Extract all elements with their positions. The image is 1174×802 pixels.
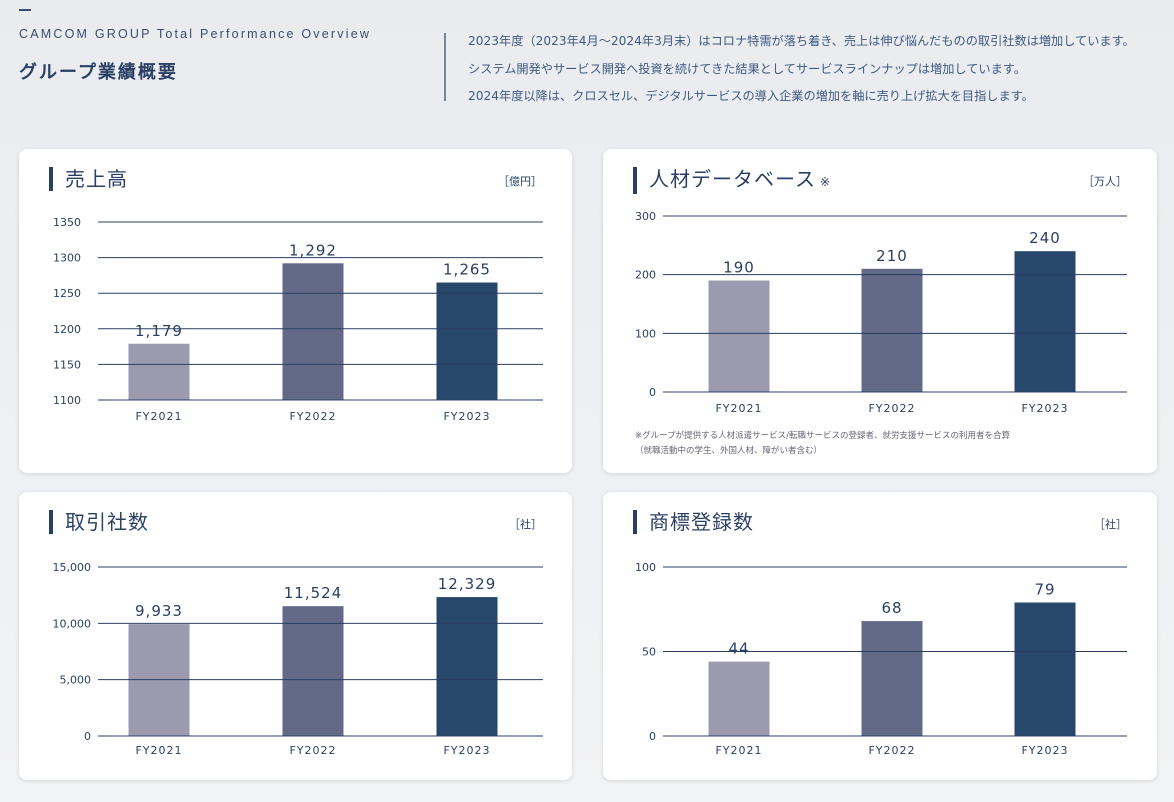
value-label: 79 — [1034, 580, 1055, 598]
bar-fy2022 — [861, 621, 923, 736]
y-tick-label: 1250 — [53, 287, 81, 300]
unit-label: ［社］ — [509, 518, 542, 531]
bar-fy2023 — [436, 597, 498, 736]
card-title-text: 取引社数 — [65, 510, 149, 534]
card-trademarks: 44 FY2021 68 FY2022 79 FY2023 0 50 100 商標登録数 ［社］ — [603, 492, 1157, 780]
value-label: 210 — [876, 247, 908, 265]
bar-fy2023 — [436, 282, 498, 400]
y-tick-label: 10,000 — [53, 617, 92, 630]
x-tick-label: FY2021 — [715, 744, 762, 757]
x-tick-label: FY2021 — [715, 402, 762, 415]
value-label: 9,933 — [135, 602, 183, 620]
page-subtitle: CAMCOM GROUP Total Performance Overview — [19, 27, 372, 41]
footnote-line: （就職活動中の学生、外国人材、障がい者含む） — [635, 446, 823, 456]
unit-label: ［万人］ — [1083, 175, 1127, 188]
y-tick-label: 100 — [635, 561, 656, 574]
value-label: 68 — [881, 599, 902, 617]
x-tick-label: FY2022 — [289, 744, 336, 757]
y-tick-label: 0 — [649, 730, 656, 743]
card-title: 人材データベース ※ — [633, 167, 831, 194]
x-tick-label: FY2022 — [868, 744, 915, 757]
accent-dash — [19, 9, 31, 11]
card-title-text: 商標登録数 — [649, 510, 754, 534]
card-talent-database: 190 FY2021 210 FY2022 240 FY2023 0 100 200 300 人材… — [603, 149, 1157, 473]
y-tick-label: 50 — [642, 646, 656, 659]
card-clients: 9,933 FY2021 11,524 FY2022 12,329 FY2023 0 5,00… — [19, 492, 572, 780]
value-label: 1,179 — [135, 322, 183, 340]
y-tick-label: 15,000 — [53, 561, 92, 574]
value-label: 44 — [728, 640, 749, 658]
page-title: グループ業績概要 — [19, 62, 178, 83]
y-tick-label: 1300 — [53, 252, 81, 265]
intro-line: システム開発やサービス開発へ投資を続けてきた結果としてサービスラインナップは増加… — [468, 61, 1026, 76]
unit-label: ［社］ — [1094, 518, 1127, 531]
title-note-mark: ※ — [820, 175, 832, 189]
card-title: 商標登録数 — [633, 510, 754, 534]
bar-fy2021 — [708, 661, 770, 736]
x-tick-label: FY2021 — [135, 410, 182, 423]
bar-fy2022 — [861, 268, 923, 392]
card-title-text: 人材データベース — [649, 167, 816, 191]
y-tick-label: 1200 — [53, 323, 81, 336]
y-tick-label: 200 — [635, 269, 656, 282]
value-label: 1,292 — [289, 241, 337, 259]
x-tick-label: FY2023 — [443, 744, 490, 757]
y-tick-label: 1100 — [53, 394, 81, 407]
value-label: 12,329 — [438, 575, 497, 593]
value-label: 1,265 — [443, 261, 491, 279]
bar-fy2023 — [1014, 251, 1076, 392]
card-title: 売上高 — [49, 167, 128, 191]
y-tick-label: 1350 — [53, 216, 81, 229]
y-tick-label: 0 — [649, 386, 656, 399]
x-tick-label: FY2021 — [135, 744, 182, 757]
bar-fy2023 — [1014, 602, 1076, 736]
y-tick-label: 100 — [635, 327, 656, 340]
divider — [444, 33, 446, 101]
footnote-line: ※グループが提供する人材派遣サービス/転職サービスの登録者、就労支援サービスの利… — [635, 431, 1010, 441]
card-title: 取引社数 — [49, 510, 149, 534]
bar-fy2022 — [282, 606, 344, 736]
y-tick-label: 5,000 — [60, 674, 92, 687]
value-label: 240 — [1029, 229, 1061, 247]
x-tick-label: FY2023 — [1021, 744, 1068, 757]
footnote: ※グループが提供する人材派遣サービス/転職サービスの登録者、就労支援サービスの利… — [635, 429, 1010, 459]
value-label: 11,524 — [284, 584, 343, 602]
y-tick-label: 300 — [635, 210, 656, 223]
card-sales: 1,179 FY2021 1,292 FY2022 1,265 FY2023 1100 115… — [19, 149, 572, 473]
y-tick-label: 1150 — [53, 358, 81, 371]
intro-text: 2023年度（2023年4月〜2024年3月末）はコロナ特需が落ち着き、売上は伸… — [468, 28, 1135, 111]
card-title-text: 売上高 — [65, 167, 128, 191]
x-tick-label: FY2022 — [868, 402, 915, 415]
y-tick-label: 0 — [84, 730, 91, 743]
bar-fy2022 — [282, 263, 344, 400]
bar-chart: 9,933 FY2021 11,524 FY2022 12,329 FY2023 0 5,00… — [53, 561, 543, 757]
intro-line: 2024年度以降は、クロスセル、デジタルサービスの導入企業の増加を軸に売り上げ拡… — [468, 89, 1034, 103]
value-label: 190 — [723, 259, 755, 277]
x-tick-label: FY2023 — [1021, 402, 1068, 415]
bar-chart: 190 FY2021 210 FY2022 240 FY2023 0 100 200 300 — [635, 210, 1127, 415]
x-tick-label: FY2022 — [289, 410, 336, 423]
bar-chart: 44 FY2021 68 FY2022 79 FY2023 0 50 100 — [635, 561, 1127, 757]
x-tick-label: FY2023 — [443, 410, 490, 423]
unit-label: ［億円］ — [498, 175, 542, 188]
bar-fy2021 — [128, 343, 190, 400]
intro-line: 2023年度（2023年4月〜2024年3月末）はコロナ特需が落ち着き、売上は伸… — [468, 34, 1135, 48]
bar-fy2021 — [708, 280, 770, 392]
bar-chart: 1,179 FY2021 1,292 FY2022 1,265 FY2023 1100 115… — [53, 216, 543, 423]
